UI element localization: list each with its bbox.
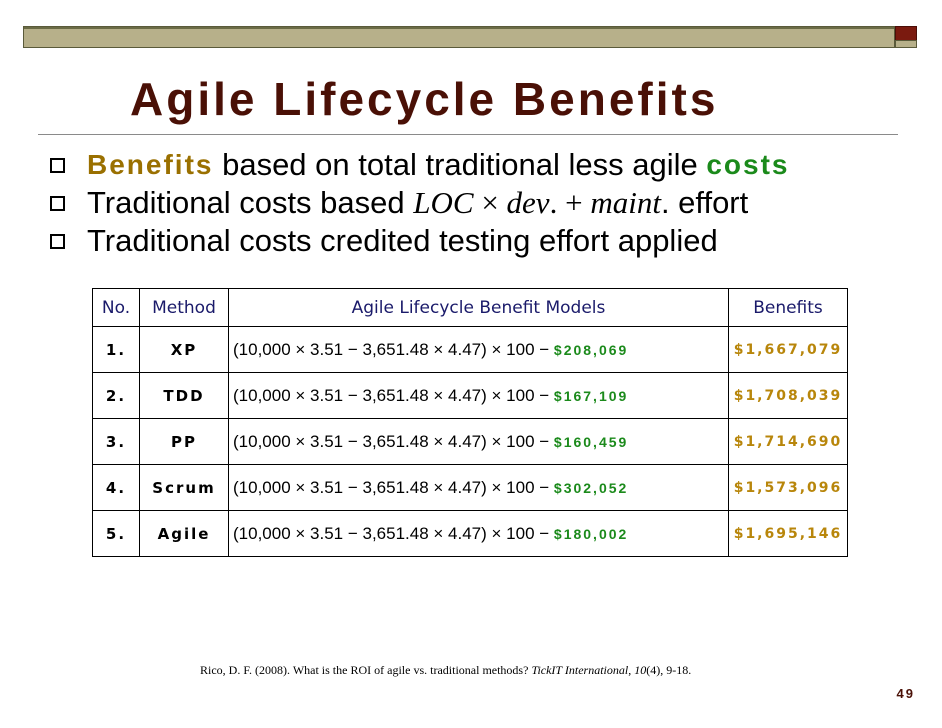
top-corner-square-lower bbox=[895, 40, 917, 48]
bullet-benefits: Benefits based on total traditional less… bbox=[50, 146, 790, 184]
math-loc: LOC bbox=[413, 185, 474, 220]
top-decorative-bar bbox=[23, 26, 895, 48]
header-method: Method bbox=[139, 288, 229, 327]
bullet-traditional-costs: Traditional costs based LOC × dev . + ma… bbox=[50, 184, 790, 222]
row-method: XP bbox=[139, 326, 229, 373]
row-benefit: $1,573,096 bbox=[728, 464, 848, 511]
page-number: 49 bbox=[896, 686, 915, 701]
row-formula: (10,000 × 3.51 − 3,651.48 × 4.47) × 100 … bbox=[233, 339, 554, 359]
table-header-row: No. Method Agile Lifecycle Benefit Model… bbox=[92, 288, 848, 327]
top-bar-edge bbox=[24, 27, 894, 29]
row-formula: (10,000 × 3.51 − 3,651.48 × 4.47) × 100 … bbox=[233, 477, 554, 497]
bullet-testing-effort: Traditional costs credited testing effor… bbox=[50, 222, 790, 260]
row-method: TDD bbox=[139, 372, 229, 419]
citation-journal: TickIT International bbox=[531, 663, 629, 677]
bullet-text: based on total traditional less agile bbox=[213, 147, 707, 182]
row-no: 4. bbox=[92, 464, 140, 511]
row-benefit: $1,714,690 bbox=[728, 418, 848, 465]
row-method: PP bbox=[139, 418, 229, 465]
row-agile-cost: $167,109 bbox=[553, 387, 629, 404]
citation-sep: , bbox=[628, 663, 635, 677]
row-no: 2. bbox=[92, 372, 140, 419]
row-formula: (10,000 × 3.51 − 3,651.48 × 4.47) × 100 … bbox=[233, 431, 554, 451]
bullet-highlight-costs: costs bbox=[706, 149, 790, 180]
header-model: Agile Lifecycle Benefit Models bbox=[228, 288, 729, 327]
table-row: 4. Scrum (10,000 × 3.51 − 3,651.48 × 4.4… bbox=[92, 464, 848, 511]
row-model: (10,000 × 3.51 − 3,651.48 × 4.47) × 100 … bbox=[228, 326, 729, 373]
bullet-square-icon bbox=[50, 195, 65, 211]
slide-title: Agile Lifecycle Benefits bbox=[130, 73, 719, 125]
math-maint: maint bbox=[590, 185, 661, 220]
row-no: 3. bbox=[92, 418, 140, 465]
benefit-models-table: No. Method Agile Lifecycle Benefit Model… bbox=[92, 288, 848, 557]
row-method: Scrum bbox=[139, 464, 229, 511]
citation-suffix: (4), 9-18. bbox=[646, 663, 692, 677]
row-model: (10,000 × 3.51 − 3,651.48 × 4.47) × 100 … bbox=[228, 510, 729, 557]
row-model: (10,000 × 3.51 − 3,651.48 × 4.47) × 100 … bbox=[228, 372, 729, 419]
row-no: 1. bbox=[92, 326, 140, 373]
bullet-text: Traditional costs credited testing effor… bbox=[87, 223, 718, 258]
table-row: 5. Agile (10,000 × 3.51 − 3,651.48 × 4.4… bbox=[92, 510, 848, 557]
bullet-text-tail: . effort bbox=[660, 185, 749, 220]
title-divider bbox=[38, 134, 898, 135]
row-model: (10,000 × 3.51 − 3,651.48 × 4.47) × 100 … bbox=[228, 418, 729, 465]
math-dev: dev bbox=[506, 185, 550, 220]
row-agile-cost: $302,052 bbox=[553, 479, 629, 496]
row-method: Agile bbox=[139, 510, 229, 557]
bullet-text: Traditional costs based bbox=[87, 185, 414, 220]
citation: Rico, D. F. (2008). What is the ROI of a… bbox=[200, 663, 691, 678]
row-formula: (10,000 × 3.51 − 3,651.48 × 4.47) × 100 … bbox=[233, 385, 554, 405]
row-benefit: $1,667,079 bbox=[728, 326, 848, 373]
row-model: (10,000 × 3.51 − 3,651.48 × 4.47) × 100 … bbox=[228, 464, 729, 511]
citation-prefix: Rico, D. F. (2008). What is the ROI of a… bbox=[200, 663, 532, 677]
table-row: 3. PP (10,000 × 3.51 − 3,651.48 × 4.47) … bbox=[92, 418, 848, 465]
row-formula: (10,000 × 3.51 − 3,651.48 × 4.47) × 100 … bbox=[233, 523, 554, 543]
row-agile-cost: $208,069 bbox=[553, 341, 629, 358]
bullet-highlight-benefits: Benefits bbox=[87, 149, 214, 180]
row-agile-cost: $180,002 bbox=[553, 525, 629, 542]
bullet-list: Benefits based on total traditional less… bbox=[50, 146, 790, 260]
math-times: × bbox=[473, 185, 507, 220]
row-agile-cost: $160,459 bbox=[553, 433, 629, 450]
row-benefit: $1,708,039 bbox=[728, 372, 848, 419]
header-no: No. bbox=[92, 288, 140, 327]
bullet-square-icon bbox=[50, 233, 65, 249]
citation-volume: 10 bbox=[634, 663, 647, 677]
row-benefit: $1,695,146 bbox=[728, 510, 848, 557]
header-benefits: Benefits bbox=[728, 288, 848, 327]
table-row: 2. TDD (10,000 × 3.51 − 3,651.48 × 4.47)… bbox=[92, 372, 848, 419]
table-row: 1. XP (10,000 × 3.51 − 3,651.48 × 4.47) … bbox=[92, 326, 848, 373]
row-no: 5. bbox=[92, 510, 140, 557]
math-plus: . + bbox=[549, 185, 591, 220]
bullet-square-icon bbox=[50, 157, 65, 173]
